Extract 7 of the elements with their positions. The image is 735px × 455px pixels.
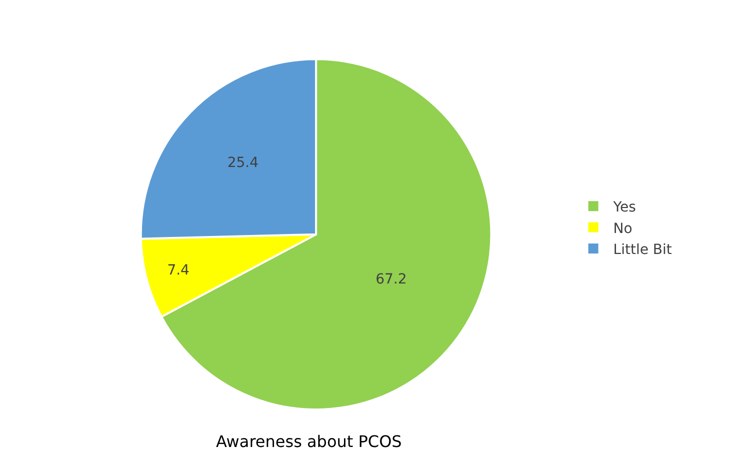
data-label: 67.2 <box>376 271 407 288</box>
data-label: 25.4 <box>227 155 259 172</box>
legend-label: No <box>613 220 632 237</box>
text: Awareness about PCOS <box>216 432 402 451</box>
data-label: 7.4 <box>167 262 190 279</box>
legend-label: Yes <box>612 200 636 216</box>
legend-label: Little Bit <box>613 242 672 258</box>
